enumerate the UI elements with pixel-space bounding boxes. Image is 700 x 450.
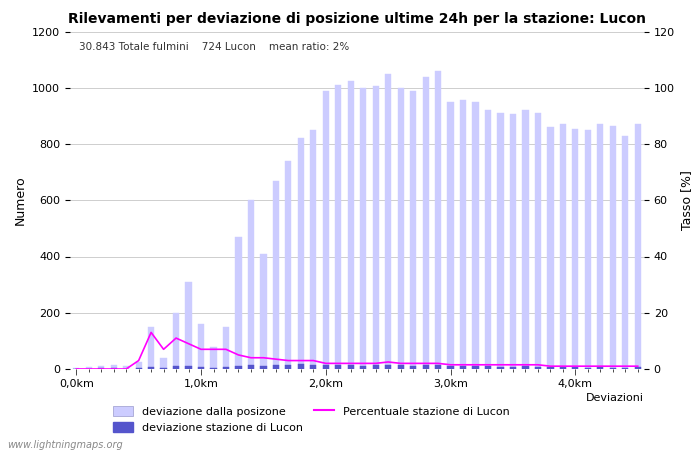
Bar xyxy=(248,200,254,369)
Bar xyxy=(211,368,216,369)
Bar xyxy=(235,237,241,369)
Bar xyxy=(286,365,291,369)
Bar xyxy=(435,365,441,369)
Bar xyxy=(398,365,404,369)
Bar xyxy=(510,367,516,369)
Bar xyxy=(460,100,466,369)
Bar xyxy=(323,90,329,369)
Bar xyxy=(622,368,629,369)
Bar xyxy=(360,365,366,369)
Bar xyxy=(584,130,591,369)
Bar xyxy=(510,114,516,369)
Bar xyxy=(423,76,428,369)
Bar xyxy=(136,362,141,369)
Bar xyxy=(385,74,391,369)
Bar xyxy=(447,366,454,369)
Title: Rilevamenti per deviazione di posizione ultime 24h per la stazione: Lucon: Rilevamenti per deviazione di posizione … xyxy=(68,12,646,26)
Bar xyxy=(498,113,503,369)
Text: 30.843 Totale fulmini    724 Lucon    mean ratio: 2%: 30.843 Totale fulmini 724 Lucon mean rat… xyxy=(78,42,349,52)
Y-axis label: Numero: Numero xyxy=(13,176,27,225)
Bar xyxy=(198,367,204,369)
Bar xyxy=(335,365,342,369)
Bar xyxy=(310,130,316,369)
Bar xyxy=(372,86,379,369)
Bar xyxy=(573,129,578,369)
Bar xyxy=(260,365,267,369)
Bar xyxy=(473,102,479,369)
Bar xyxy=(85,367,92,369)
Bar xyxy=(298,364,304,369)
Bar xyxy=(597,367,603,369)
Bar xyxy=(173,313,179,369)
Bar xyxy=(173,366,179,369)
Bar xyxy=(360,88,366,369)
Bar xyxy=(98,365,104,369)
Bar xyxy=(186,282,192,369)
Bar xyxy=(273,365,279,369)
Bar xyxy=(323,365,329,369)
Bar xyxy=(410,366,416,369)
Bar xyxy=(198,324,204,369)
Bar xyxy=(597,124,603,369)
Bar xyxy=(635,124,641,369)
Bar xyxy=(385,364,391,369)
Bar xyxy=(335,85,342,369)
Bar xyxy=(635,367,641,369)
Bar xyxy=(535,367,541,369)
Bar xyxy=(435,71,441,369)
Y-axis label: Tasso [%]: Tasso [%] xyxy=(680,170,694,230)
Bar xyxy=(410,90,416,369)
Bar xyxy=(160,368,167,369)
Bar xyxy=(610,126,616,369)
Bar xyxy=(560,367,566,369)
Bar xyxy=(111,365,117,369)
Bar xyxy=(73,368,79,369)
Bar xyxy=(610,368,616,369)
Bar xyxy=(498,367,503,369)
Bar xyxy=(423,365,428,369)
Bar xyxy=(522,110,528,369)
Bar xyxy=(372,365,379,369)
Bar xyxy=(298,139,304,369)
Bar xyxy=(485,366,491,369)
Bar xyxy=(473,366,479,369)
Legend: deviazione dalla posizone, deviazione stazione di Lucon, Percentuale stazione di: deviazione dalla posizone, deviazione st… xyxy=(108,401,514,437)
Bar xyxy=(148,327,154,369)
Bar xyxy=(460,366,466,369)
Bar xyxy=(286,161,291,369)
Bar xyxy=(211,346,216,369)
Bar xyxy=(547,367,554,369)
Bar xyxy=(260,254,267,369)
Bar xyxy=(223,327,229,369)
Bar xyxy=(485,110,491,369)
Bar xyxy=(348,81,354,369)
Bar xyxy=(622,135,629,369)
Bar xyxy=(348,365,354,369)
Bar xyxy=(584,368,591,369)
Bar xyxy=(273,180,279,369)
Text: www.lightningmaps.org: www.lightningmaps.org xyxy=(7,440,122,450)
Bar xyxy=(447,102,454,369)
Bar xyxy=(248,364,254,369)
Bar xyxy=(310,364,316,369)
Text: Deviazioni: Deviazioni xyxy=(586,392,644,403)
Bar xyxy=(235,365,241,369)
Bar xyxy=(223,367,229,369)
Bar xyxy=(160,358,167,369)
Bar xyxy=(398,88,404,369)
Bar xyxy=(560,124,566,369)
Bar xyxy=(148,367,154,369)
Bar xyxy=(123,366,130,369)
Bar xyxy=(547,127,554,369)
Bar xyxy=(186,365,192,369)
Bar xyxy=(522,366,528,369)
Bar xyxy=(573,367,578,369)
Bar xyxy=(535,113,541,369)
